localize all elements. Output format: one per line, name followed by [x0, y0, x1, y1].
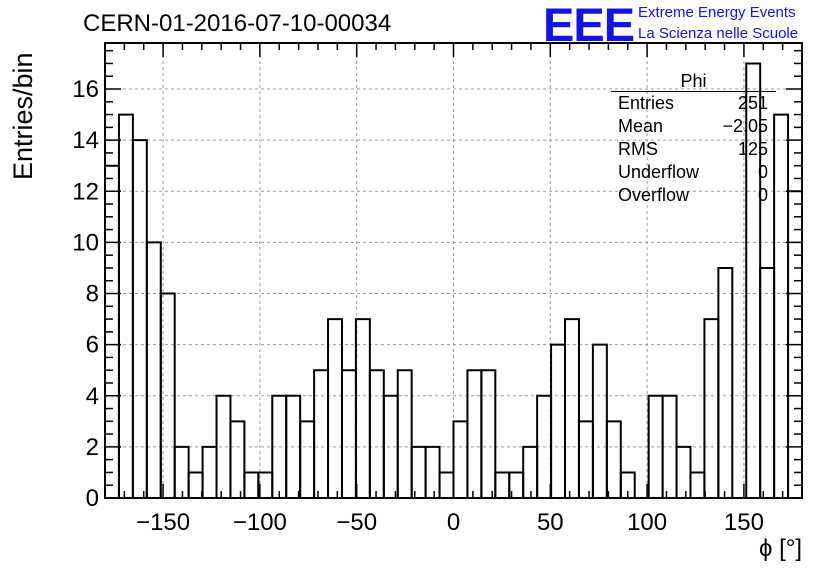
- histogram-bin: [340, 369, 357, 498]
- stats-value: 251: [737, 93, 768, 113]
- x-tick-label: −50: [336, 509, 377, 536]
- histogram-bin: [173, 445, 190, 498]
- x-tick-label: 150: [724, 509, 764, 536]
- y-tick-label: 12: [72, 178, 99, 205]
- histogram-bin: [327, 318, 343, 498]
- y-tick-label: 2: [86, 434, 99, 461]
- histogram-bin: [299, 420, 316, 498]
- stats-box: Phi Entries 251 Mean −2.05 RMS 125 Under…: [611, 71, 776, 207]
- histogram-bin: [773, 113, 790, 498]
- histogram-bin: [215, 394, 232, 498]
- stats-row-entries: Entries 251: [611, 92, 776, 115]
- histogram-bin: [438, 471, 455, 498]
- stats-row-mean: Mean −2.05: [611, 115, 776, 138]
- histogram-bin: [717, 266, 734, 498]
- histogram-bin: [605, 420, 622, 498]
- histogram-bin: [466, 369, 483, 498]
- y-tick-label: 4: [86, 383, 99, 410]
- histogram-bin: [494, 471, 511, 498]
- y-tick-label: 8: [86, 281, 99, 308]
- stats-row-rms: RMS 125: [611, 138, 776, 161]
- x-tick-label: 100: [627, 509, 667, 536]
- histogram-bin: [550, 343, 567, 498]
- x-tick-label: −100: [233, 509, 287, 536]
- y-tick-label: 6: [86, 332, 99, 359]
- histogram-bin: [243, 471, 260, 498]
- histogram-bin: [117, 113, 134, 498]
- histogram-bin: [564, 318, 580, 498]
- stats-row-underflow: Underflow 0: [611, 161, 776, 184]
- stats-row-overflow: Overflow 0: [611, 184, 776, 207]
- histogram-bin: [313, 369, 330, 498]
- stats-label: Overflow: [618, 185, 690, 205]
- y-tick-label: 14: [72, 127, 99, 154]
- histogram-bin: [354, 318, 371, 498]
- histogram-bin: [675, 445, 692, 498]
- histogram-bin: [591, 343, 608, 498]
- x-tick-label: 50: [537, 509, 564, 536]
- histogram-bin: [187, 471, 204, 498]
- histogram-bin: [619, 471, 636, 498]
- histogram-bin: [522, 445, 539, 498]
- y-tick-label: 0: [86, 485, 99, 512]
- histogram-bin: [229, 420, 246, 498]
- histogram-bin: [368, 369, 385, 498]
- histogram-bin: [159, 292, 176, 498]
- chart-title: CERN-01-2016-07-10-00034: [83, 10, 392, 37]
- x-tick-label: 0: [447, 509, 460, 536]
- histogram-bin: [759, 266, 776, 498]
- histogram-bin: [452, 420, 469, 498]
- stats-label: Underflow: [618, 162, 700, 182]
- histogram-bin: [647, 394, 664, 498]
- histogram-bin: [424, 445, 441, 498]
- x-axis-label: ϕ [°]: [758, 535, 802, 562]
- eee-logo: EEE: [543, 0, 635, 51]
- y-tick-label: 10: [72, 229, 99, 256]
- histogram-bin: [396, 369, 413, 498]
- stats-value: 125: [737, 139, 768, 159]
- y-axis-label: Entries/bin: [8, 52, 38, 180]
- logo-line-1: Extreme Energy Events: [638, 4, 796, 21]
- y-tick-label: 16: [72, 76, 99, 103]
- histogram-bin: [703, 318, 720, 498]
- stats-value: −2.05: [722, 116, 768, 136]
- stats-label: Mean: [618, 116, 664, 136]
- stats-value: 0: [757, 162, 768, 182]
- histogram-bin: [577, 420, 594, 498]
- histogram-bin: [689, 471, 706, 498]
- x-tick-label: −150: [136, 509, 190, 536]
- histogram-bin: [201, 445, 218, 498]
- logo-line-2: La Scienza nelle Scuole: [638, 25, 799, 42]
- stats-label: Entries: [618, 93, 675, 113]
- stats-label: RMS: [618, 139, 658, 159]
- histogram-bin: [410, 445, 427, 498]
- stats-name: Phi: [611, 71, 776, 92]
- histogram-bin: [145, 241, 162, 498]
- histogram-bin: [480, 369, 497, 498]
- histogram-bin: [131, 139, 148, 498]
- stats-value: 0: [757, 185, 768, 205]
